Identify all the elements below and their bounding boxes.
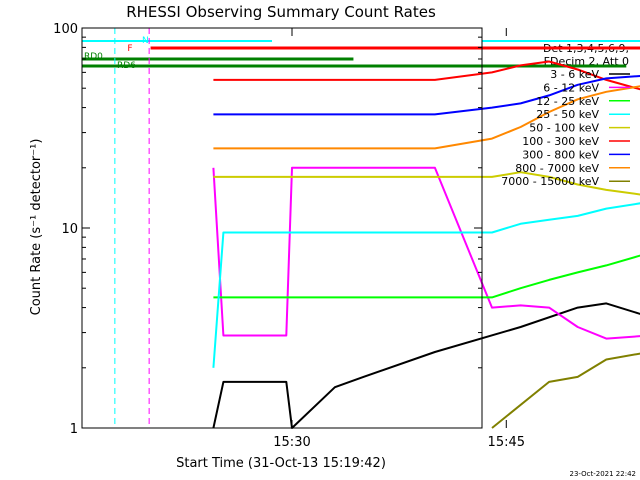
series-line-2	[213, 254, 640, 299]
y-axis-label: Count Rate (s⁻¹ detector⁻¹)	[29, 139, 44, 316]
plot-area: NFRD0RD615:3015:4516:0016:1516:3016:4511…	[53, 22, 640, 450]
annotation-label-f: F	[127, 44, 132, 54]
series-line-4	[213, 171, 640, 196]
series-line-6	[213, 74, 640, 116]
legend-label-4: 50 - 100 keV	[529, 122, 599, 135]
legend-label-3: 25 - 50 keV	[536, 108, 599, 121]
x-tick-label-0: 15:30	[273, 435, 310, 450]
chart-title: RHESSI Observing Summary Count Rates	[126, 3, 436, 21]
annotation-label-rd6: RD6	[117, 61, 136, 71]
series-line-3	[212, 202, 640, 368]
legend-label-6: 300 - 800 keV	[522, 148, 599, 161]
series-line-8	[491, 352, 640, 429]
series-line-5	[213, 60, 640, 91]
y-tick-label-0: 1	[70, 422, 78, 437]
legend-label-5: 100 - 300 keV	[522, 135, 599, 148]
x-tick-label-1: 15:45	[488, 435, 525, 450]
y-tick-label-2: 100	[53, 22, 78, 37]
series-line-0	[212, 302, 640, 429]
x-axis-label: Start Time (31-Oct-13 15:19:42)	[176, 456, 386, 471]
annotation-label-n: N	[142, 36, 149, 46]
annotation-label-rd0: RD0	[84, 52, 103, 62]
y-tick-label-1: 10	[61, 222, 78, 237]
legend-label-8: 7000 - 15000 keV	[501, 175, 599, 188]
generation-timestamp: 23-Oct-2021 22:42	[570, 470, 636, 478]
legend-label-2: 12 - 25 keV	[536, 95, 599, 108]
series-line-7	[213, 85, 640, 150]
legend-label-0: 3 - 6 keV	[550, 68, 599, 81]
legend-label-1: 6 - 12 keV	[543, 81, 599, 94]
legend-label-7: 800 - 7000 keV	[515, 162, 599, 175]
series-line-1	[212, 166, 640, 340]
